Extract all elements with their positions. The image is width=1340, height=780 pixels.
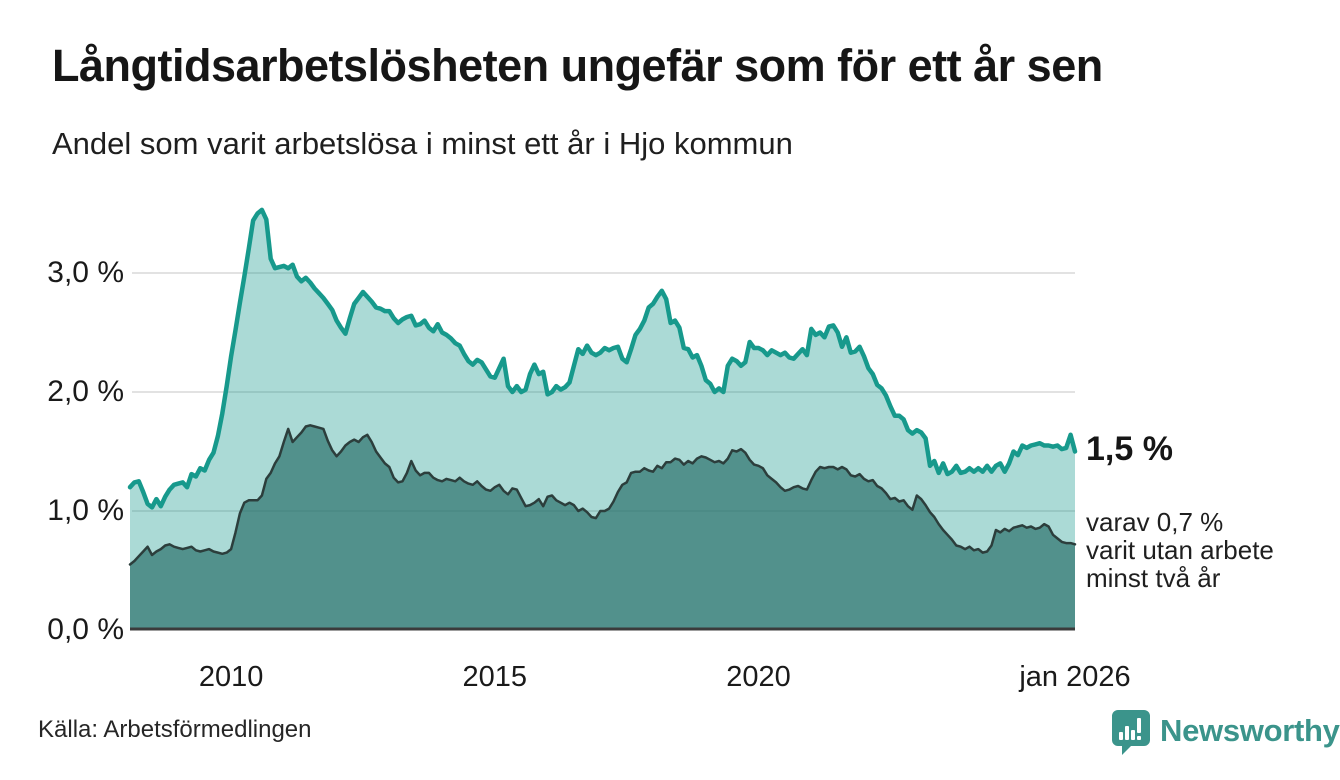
y-axis-label: 2,0 % <box>47 375 124 408</box>
y-axis-label: 0,0 % <box>47 613 124 646</box>
x-axis-label: jan 2026 <box>1019 661 1131 693</box>
y-axis-label: 1,0 % <box>47 494 124 527</box>
y-axis-label: 3,0 % <box>47 256 124 289</box>
annotation-line: varav 0,7 % <box>1086 507 1224 537</box>
series-area-minst-tva-ar <box>130 425 1075 630</box>
chart-subtitle: Andel som varit arbetslösa i minst ett å… <box>52 126 793 161</box>
newsworthy-logo-text: Newsworthy <box>1160 713 1340 748</box>
x-axis-label: 2010 <box>198 661 264 693</box>
chart-title: Långtidsarbetslösheten ungefär som för e… <box>52 40 1103 91</box>
latest-value-label: 1,5 % <box>1086 430 1173 468</box>
newsworthy-logo-icon <box>1112 710 1150 755</box>
annotation-line: varit utan arbete <box>1086 535 1274 565</box>
series-line-minst-ett-ar <box>127 207 1078 510</box>
source-note: Källa: Arbetsförmedlingen <box>38 716 312 743</box>
annotation-line: minst två år <box>1086 563 1221 593</box>
newsworthy-logo: Newsworthy <box>1110 706 1340 756</box>
secondary-series-annotation: varav 0,7 % varit utan arbete minst två … <box>1086 508 1326 592</box>
x-axis-label: 2015 <box>462 661 528 693</box>
series-line-minst-tva-ar <box>128 424 1077 566</box>
x-axis-label: 2020 <box>726 661 791 693</box>
